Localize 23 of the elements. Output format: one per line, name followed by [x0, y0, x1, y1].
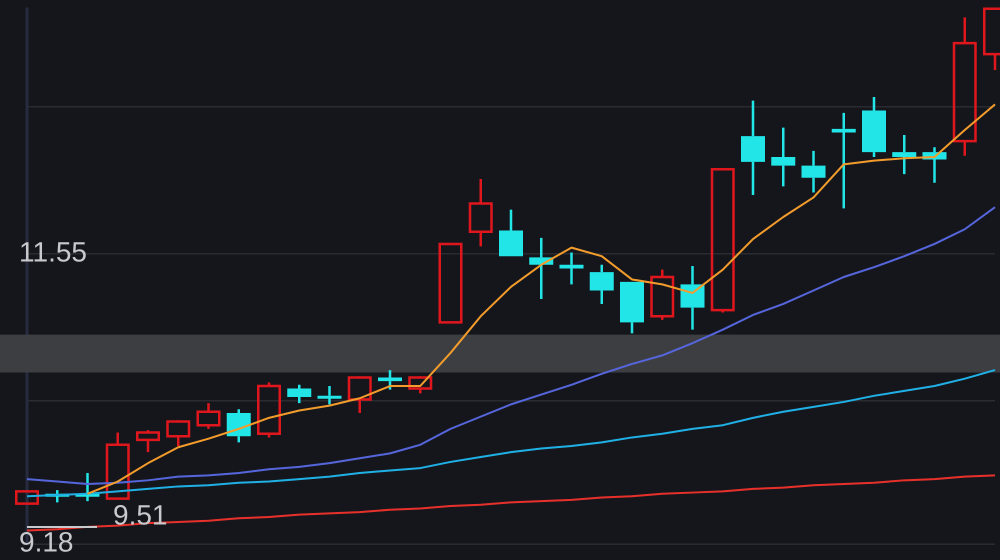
candlestick — [378, 368, 402, 391]
candlestick — [832, 112, 856, 210]
annotation: 9.51 — [113, 500, 168, 531]
candlestick — [499, 208, 523, 256]
candlestick — [650, 268, 674, 322]
candlestick — [166, 419, 190, 448]
candlestick — [106, 431, 130, 500]
candlestick — [136, 428, 160, 454]
candlestick — [590, 264, 614, 306]
candlestick — [196, 402, 220, 430]
candlestick — [892, 134, 916, 176]
candlestick — [771, 126, 796, 188]
candlestick — [468, 178, 493, 248]
candlestick — [802, 150, 826, 194]
candlestick — [318, 384, 342, 406]
candlestick — [741, 99, 765, 196]
candlestick — [226, 408, 251, 444]
candlestick — [287, 384, 312, 404]
candlestick — [862, 96, 886, 158]
y-tick-label: 11.55 — [19, 236, 87, 268]
candlestick — [952, 16, 977, 158]
y-tick-label: 9.18 — [19, 526, 74, 558]
candlestick — [560, 251, 584, 286]
